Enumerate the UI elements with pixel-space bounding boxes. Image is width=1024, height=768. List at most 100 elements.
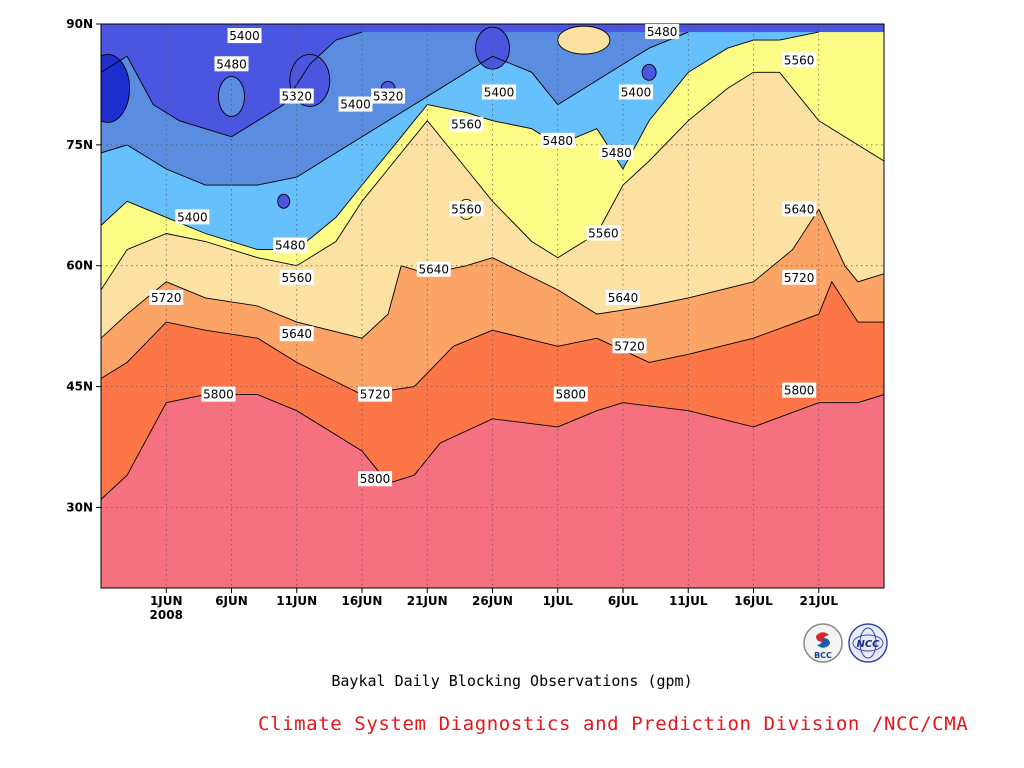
contour-label-5640: 5640 [782, 201, 817, 217]
x-tick-label: 11JUL [669, 594, 708, 608]
contour-label-bg [782, 201, 817, 217]
contour-label-text: 5320 [373, 90, 404, 104]
contour-label-bg [482, 84, 517, 100]
contour-label-bg [358, 471, 393, 487]
contour-label-5320: 5320 [279, 88, 314, 104]
contour-label-text: 5800 [784, 384, 815, 398]
contour-label-5480: 5480 [645, 24, 680, 40]
contour-label-text: 5720 [784, 271, 815, 285]
contour-label-bg [586, 225, 621, 241]
contour-label-bg [279, 88, 314, 104]
contour-label-text: 5560 [784, 53, 815, 67]
contour-line-5400 [101, 31, 689, 186]
contour-label-bg [279, 326, 314, 342]
cold-core [101, 54, 130, 123]
y-axis: 30N 45N 60N 75N 90N [66, 17, 101, 514]
contour-label-5480: 5480 [599, 144, 634, 160]
contour-label-5800: 5800 [553, 386, 588, 402]
x-tick-label: 6JUN [215, 594, 248, 608]
contour-label-bg [612, 338, 647, 354]
contour-label-text: 5560 [451, 202, 482, 216]
contour-label-5640: 5640 [279, 326, 314, 342]
x-tick-label: 21JUN [407, 594, 448, 608]
ncc-logo-text: NCC [856, 639, 880, 650]
contour-label-bg [279, 269, 314, 285]
contour-label-5400: 5400 [482, 84, 517, 100]
contour-label-text: 5480 [275, 239, 306, 253]
y-tick-label: 90N [66, 17, 93, 31]
contour-label-bg [449, 116, 484, 132]
bcc-logo-icon: BCC [803, 623, 843, 663]
contour-label-5560: 5560 [449, 116, 484, 132]
contour-label-bg [449, 201, 484, 217]
contour-labels: 5400548053205400532054005480556056405720… [149, 24, 817, 487]
bcc-logo-text: BCC [814, 651, 832, 660]
contour-label-text: 5640 [281, 327, 312, 341]
contour-label-text: 5800 [203, 388, 234, 402]
contour-label-5720: 5720 [149, 289, 184, 305]
cold-patch-2 [475, 26, 510, 70]
contour-label-5400: 5400 [338, 96, 373, 112]
contour-label-bg [599, 144, 634, 160]
contour-label-5400: 5400 [175, 209, 210, 225]
contour-line-5560 [101, 71, 884, 291]
x-year-label: 2008 [150, 608, 183, 622]
contour-label-5720: 5720 [612, 338, 647, 354]
contour-label-5800: 5800 [201, 386, 236, 402]
contour-label-text: 5320 [281, 90, 312, 104]
x-tick-label: 1JUN [150, 594, 183, 608]
contour-line-5640 [101, 208, 884, 339]
contour-line-5320 [101, 31, 363, 138]
contour-label-bg [645, 24, 680, 40]
contour-label-bg [782, 269, 817, 285]
contour-label-bg [619, 84, 654, 100]
x-tick-label: 26JUN [472, 594, 513, 608]
contour-label-text: 5560 [451, 118, 482, 132]
contour-label-bg [149, 289, 184, 305]
contour-label-text: 5640 [608, 291, 639, 305]
contour-line-5480 [101, 31, 819, 251]
contour-label-text: 5480 [216, 57, 247, 71]
x-tick-label: 16JUN [342, 594, 383, 608]
contour-label-5560: 5560 [449, 201, 484, 217]
contour-label-text: 5480 [601, 146, 632, 160]
contour-label-text: 5400 [177, 210, 208, 224]
y-tick-label: 45N [66, 380, 93, 394]
contour-label-5800: 5800 [782, 382, 817, 398]
contour-label-text: 5560 [281, 271, 312, 285]
contour-label-bg [540, 132, 575, 148]
credit-line: Climate System Diagnostics and Predictio… [258, 713, 969, 735]
x-tick-label: 1JUL [543, 594, 574, 608]
contour-label-5720: 5720 [358, 386, 393, 402]
contour-label-5480: 5480 [214, 56, 249, 72]
y-tick-label: 30N [66, 500, 93, 514]
contour-label-5560: 5560 [586, 225, 621, 241]
band-above-5800 [101, 394, 884, 588]
contour-label-text: 5400 [621, 85, 652, 99]
warm-patch-3 [557, 25, 611, 55]
x-tick-label: 6JUL [608, 594, 639, 608]
contour-fills [101, 24, 884, 588]
contour-label-text: 5800 [556, 388, 587, 402]
contour-label-text: 5720 [360, 388, 391, 402]
y-tick-label: 60N [66, 259, 93, 273]
contour-label-bg [782, 52, 817, 68]
contour-label-bg [273, 237, 308, 253]
contour-label-bg [201, 386, 236, 402]
x-axis: 1JUN 6JUN 11JUN 16JUN 21JUN 26JUN 1JUL 6JUL 11JU… [150, 588, 838, 622]
contour-label-text: 5400 [340, 98, 371, 112]
contour-label-text: 5480 [647, 25, 678, 39]
contour-label-5480: 5480 [540, 132, 575, 148]
chart-title: Baykal Daily Blocking Observations (gpm) [331, 672, 693, 690]
contour-label-5640: 5640 [606, 289, 640, 305]
contour-label-bg [553, 386, 588, 402]
contour-label-bg [338, 96, 373, 112]
x-tick-label: 11JUN [276, 594, 317, 608]
contour-label-5480: 5480 [273, 237, 308, 253]
x-tick-label: 21JUL [799, 594, 838, 608]
contour-label-5640: 5640 [416, 261, 451, 277]
contour-label-5720: 5720 [782, 269, 817, 285]
contour-label-bg [606, 289, 640, 305]
contour-label-5400: 5400 [619, 84, 654, 100]
